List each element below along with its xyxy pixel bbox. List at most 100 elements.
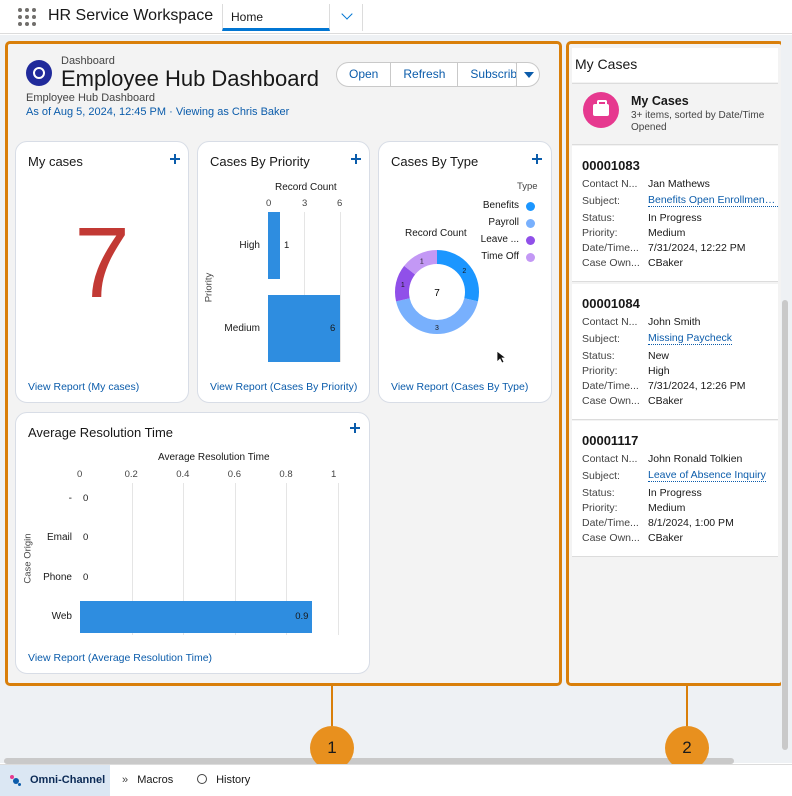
field-label: Contact N...: [582, 453, 638, 465]
expand-icon[interactable]: [350, 423, 360, 433]
x-tick: 0: [266, 198, 272, 209]
tab-overflow-button[interactable]: [331, 4, 363, 31]
field-label: Priority:: [582, 227, 618, 239]
category-label: -: [68, 493, 72, 504]
donut-chart: 2 3 1 1 7: [395, 250, 479, 334]
omni-channel-label: Omni-Channel: [30, 774, 106, 786]
case-number[interactable]: 00001117: [582, 433, 639, 448]
donut-slice[interactable]: [395, 265, 416, 302]
horizontal-scrollbar[interactable]: [4, 758, 734, 764]
field-label: Date/Time...: [582, 517, 639, 529]
briefcase-icon: [583, 92, 619, 128]
legend-title: Type: [517, 181, 538, 192]
subject-link[interactable]: Missing Paycheck: [648, 332, 733, 345]
mouse-cursor-icon: [496, 350, 506, 364]
x-tick: 0: [77, 469, 83, 480]
widget-title: Cases By Priority: [210, 154, 310, 169]
field-value: 7/31/2024, 12:26 PM: [648, 380, 746, 392]
field-value: 7/31/2024, 12:22 PM: [648, 242, 746, 254]
case-field-status: Status: In Progress: [582, 487, 702, 499]
bar[interactable]: [268, 212, 280, 279]
history-button[interactable]: History: [197, 765, 250, 796]
category-label: Medium: [224, 323, 260, 334]
case-field-subject: Subject: Leave of Absence Inquiry: [582, 469, 766, 482]
gridline: [131, 483, 133, 635]
case-field-owner: Case Own... CBaker: [582, 257, 683, 269]
app-launcher-icon[interactable]: [18, 8, 36, 26]
donut-slice[interactable]: [396, 297, 478, 334]
view-report-link[interactable]: View Report (Average Resolution Time): [28, 652, 213, 664]
open-button[interactable]: Open: [337, 63, 392, 86]
field-value: CBaker: [648, 532, 684, 544]
subject-link[interactable]: Benefits Open Enrollment ...: [648, 194, 778, 207]
slice-label: 1: [420, 258, 424, 265]
view-report-link[interactable]: View Report (Cases By Type): [391, 381, 529, 393]
view-report-link[interactable]: View Report (My cases): [28, 381, 140, 393]
field-label: Subject:: [582, 333, 620, 345]
dashboard-title: Employee Hub Dashboard: [61, 66, 320, 91]
field-label: Case Own...: [582, 532, 640, 544]
case-field-owner: Case Own... CBaker: [582, 395, 683, 407]
case-field-status: Status: New: [582, 350, 669, 362]
vertical-scrollbar[interactable]: [782, 300, 788, 750]
field-label: Contact N...: [582, 178, 638, 190]
case-field-datetime: Date/Time... 7/31/2024, 12:22 PM: [582, 242, 746, 254]
macros-icon: »: [122, 774, 129, 786]
callout-connector-2: [686, 686, 688, 726]
tab-home[interactable]: Home: [222, 4, 330, 31]
category-label: Web: [51, 611, 72, 622]
bar[interactable]: [80, 601, 313, 633]
case-field-contact: Contact N... John Ronald Tolkien: [582, 453, 742, 465]
field-value: Medium: [648, 502, 686, 514]
case-card: 00001084 Contact N... John Smith Subject: Mi…: [572, 284, 778, 420]
donut-slice[interactable]: [436, 250, 479, 302]
widget-average-resolution-time: Average Resolution Time Average Resoluti…: [15, 412, 370, 674]
slice-label: 1: [401, 282, 405, 289]
field-label: Priority:: [582, 502, 618, 514]
gridline: [183, 483, 185, 635]
case-field-subject: Subject: Missing Paycheck: [582, 332, 733, 345]
field-label: Date/Time...: [582, 380, 639, 392]
case-field-subject: Subject: Benefits Open Enrollment ...: [582, 194, 778, 207]
field-value: In Progress: [648, 212, 702, 224]
slice-label: 2: [462, 268, 466, 275]
x-tick: 0.4: [176, 469, 190, 480]
metric-value: 7: [74, 207, 130, 319]
x-tick: 1: [331, 469, 337, 480]
dashboard-subtitle: Employee Hub Dashboard: [26, 92, 156, 104]
slice-label: 3: [435, 325, 439, 332]
expand-icon[interactable]: [351, 154, 361, 164]
bar-label: 0: [83, 532, 89, 543]
callout-2: 2: [665, 726, 709, 770]
field-label: Subject:: [582, 470, 620, 482]
widget-cases-by-type: Cases By Type Type Record Count 2 3 1 1 7 Be…: [378, 141, 552, 403]
omni-channel-button[interactable]: Omni-Channel: [0, 765, 110, 796]
macros-button[interactable]: » Macros: [122, 765, 173, 796]
widget-cases-by-priority: Cases By Priority Record Count 0 3 6 Pri…: [197, 141, 370, 403]
callout-connector-1: [331, 686, 333, 726]
case-number[interactable]: 00001083: [582, 158, 640, 173]
my-cases-list-title[interactable]: My Cases: [631, 94, 689, 108]
expand-icon[interactable]: [170, 154, 180, 164]
refresh-button[interactable]: Refresh: [391, 63, 459, 86]
gridline: [340, 212, 341, 362]
bar-label: 6: [330, 322, 336, 334]
view-report-link[interactable]: View Report (Cases By Priority): [210, 381, 358, 393]
x-tick: 6: [337, 198, 343, 209]
more-actions-button[interactable]: [516, 62, 540, 87]
gridline: [338, 483, 339, 635]
legend-swatch: [526, 202, 535, 211]
case-number[interactable]: 00001084: [582, 296, 640, 311]
legend-item: Payroll: [488, 217, 519, 228]
dashboard-eyebrow: Dashboard: [61, 55, 115, 67]
expand-icon[interactable]: [532, 154, 542, 164]
history-icon: [197, 774, 207, 784]
bar[interactable]: [268, 295, 340, 362]
field-value: In Progress: [648, 487, 702, 499]
subscribe-button[interactable]: Subscribe: [470, 67, 524, 81]
callout-1: 1: [310, 726, 354, 770]
subject-link[interactable]: Leave of Absence Inquiry: [648, 469, 766, 482]
donut-slice[interactable]: [404, 250, 438, 275]
case-card: 00001083 Contact N... Jan Mathews Subject: B…: [572, 146, 778, 282]
legend-swatch: [526, 236, 535, 245]
